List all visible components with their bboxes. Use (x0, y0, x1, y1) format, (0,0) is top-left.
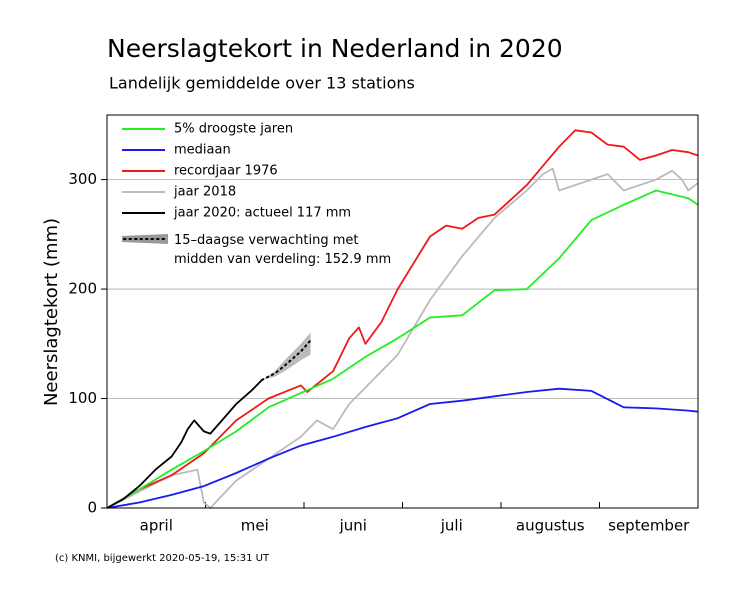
legend-label: jaar 2020: actueel 117 mm (173, 206, 351, 221)
x-tick-label: juli (440, 517, 463, 535)
plot-area: 0 100 200 300 april mei juni juli augustus septem… (68, 114, 699, 535)
forecast-band (262, 332, 311, 380)
series-line (106, 129, 699, 509)
legend-label: 5% droogste jaren (174, 122, 293, 137)
legend-label: 15–daagse verwachting met midden van verd… (174, 233, 391, 267)
chart-subtitle: Landelijk gemiddelde over 13 stations (109, 74, 415, 93)
x-tick-label: juni (339, 517, 367, 535)
chart-title: Neerslagtekort in Nederland in 2020 (107, 34, 563, 63)
x-tick-label: augustus (516, 517, 585, 535)
x-tick-label: september (608, 517, 690, 535)
legend-label: jaar 2018 (173, 185, 236, 200)
x-tick-label: april (140, 517, 173, 535)
legend: 5% droogste jaren mediaan recordjaar 1976 j… (122, 122, 391, 267)
footer: (c) KNMI, bijgewerkt 2020-05-19, 15:31 U… (55, 553, 270, 564)
legend-label: mediaan (174, 143, 231, 158)
plot-frame (106, 114, 699, 509)
y-tick-label: 300 (68, 170, 97, 188)
y-tick-label: 0 (87, 499, 97, 517)
y-tick-label: 100 (68, 389, 97, 407)
legend-label-line: 15–daagse verwachting met (174, 233, 359, 248)
legend-label-line: midden van verdeling: 152.9 mm (174, 252, 391, 267)
series-line (106, 167, 699, 509)
legend-label: recordjaar 1976 (174, 164, 278, 179)
series-line (106, 387, 699, 509)
y-axis-label: Neerslagtekort (mm) (41, 218, 62, 406)
series-line (106, 379, 263, 509)
series-line (106, 189, 699, 509)
x-tick-label: mei (241, 517, 269, 535)
y-tick-label: 200 (68, 280, 97, 298)
forecast-line (261, 339, 312, 381)
